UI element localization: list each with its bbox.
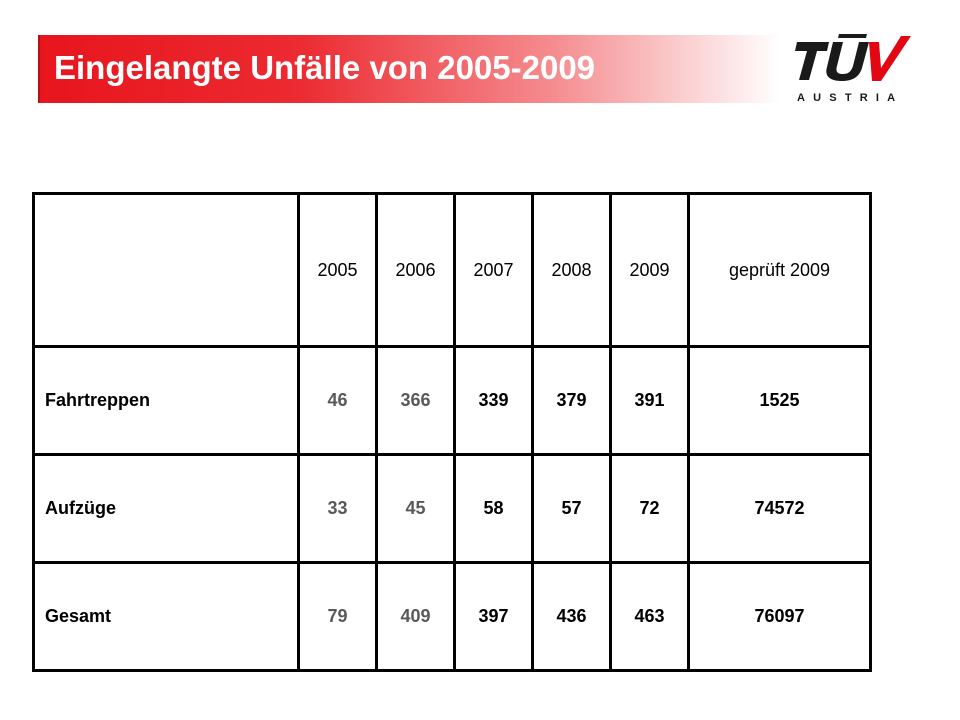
column-header-geprueft-2009: geprüft 2009 [687,192,872,348]
column-header-2006: 2006 [375,192,456,348]
table-cell: 45 [375,453,456,564]
table-cell: 436 [531,561,612,672]
table-cell: 463 [609,561,690,672]
table-row-gesamt: Gesamt 79 409 397 436 463 76097 [32,561,872,672]
table-row-aufzuege: Aufzüge 33 45 58 57 72 74572 [32,453,872,564]
table-header-row: 2005 2006 2007 2008 2009 geprüft 2009 [32,192,872,348]
logo-subtext: AUSTRIA [797,92,903,104]
column-header-2007: 2007 [453,192,534,348]
tuv-austria-logo: AUSTRIA [795,34,911,104]
accident-table: 2005 2006 2007 2008 2009 geprüft 2009 Fa… [32,192,872,672]
table-cell: 409 [375,561,456,672]
table-cell: 1525 [687,345,872,456]
table-cell: 72 [609,453,690,564]
table-cell: 79 [297,561,378,672]
header-empty-cell [32,192,300,348]
table-cell: 74572 [687,453,872,564]
row-label: Fahrtreppen [32,345,300,456]
page-title: Eingelangte Unfälle von 2005-2009 [54,49,596,86]
column-header-2008: 2008 [531,192,612,348]
row-label: Aufzüge [32,453,300,564]
title-banner: Eingelangte Unfälle von 2005-2009 [38,35,780,103]
table-cell: 46 [297,345,378,456]
table-cell: 391 [609,345,690,456]
table-cell: 397 [453,561,534,672]
column-header-2005: 2005 [297,192,378,348]
table-cell: 366 [375,345,456,456]
row-label: Gesamt [32,561,300,672]
table-cell: 379 [531,345,612,456]
column-header-2009: 2009 [609,192,690,348]
table-cell: 33 [297,453,378,564]
table-row-fahrtreppen: Fahrtreppen 46 366 339 379 391 1525 [32,345,872,456]
table-cell: 57 [531,453,612,564]
table-cell: 76097 [687,561,872,672]
table-cell: 58 [453,453,534,564]
table-cell: 339 [453,345,534,456]
